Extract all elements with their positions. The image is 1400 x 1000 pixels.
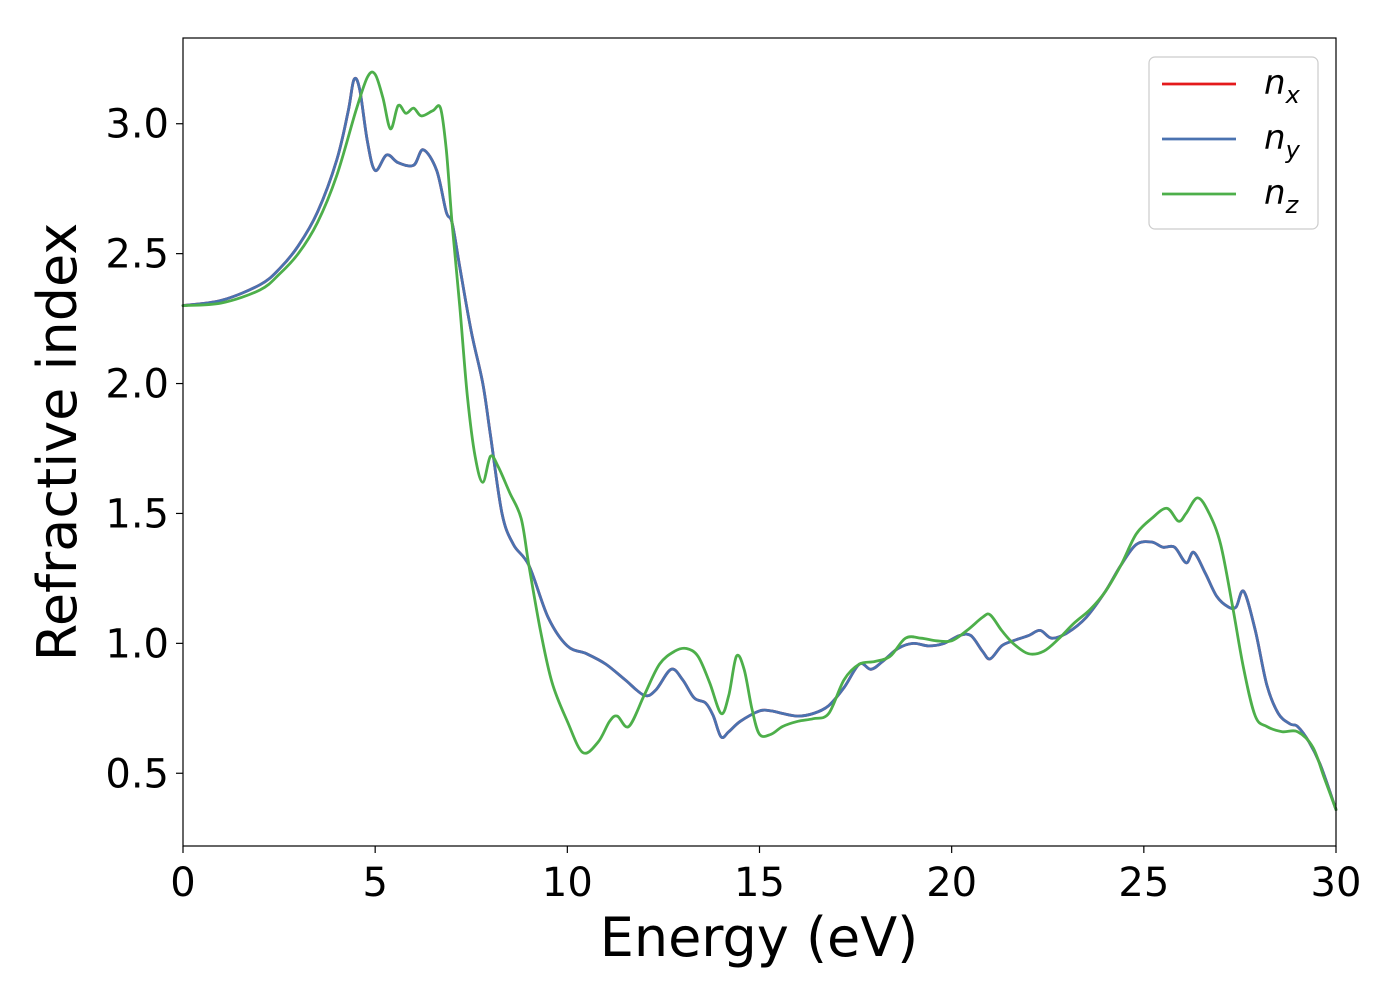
x-tick-label: 0 [170, 860, 195, 906]
series-layer [181, 70, 1338, 811]
y-tick-label: 2.5 [105, 232, 169, 278]
y-tick-label: 2.0 [105, 362, 169, 408]
x-axis-ticks: 0 5 10 15 20 25 30 [170, 846, 1361, 906]
legend-label-nx: nx [1264, 63, 1301, 109]
y-axis-ticks: 0.5 1.0 1.5 2.0 2.5 3.0 [105, 102, 183, 797]
y-axis-title: Refractive index [26, 223, 89, 662]
x-tick-label: 5 [362, 860, 387, 906]
y-tick-label: 0.5 [105, 751, 169, 797]
x-tick-label: 15 [734, 860, 785, 906]
x-tick-label: 25 [1118, 860, 1169, 906]
legend-label-ny: ny [1264, 118, 1301, 164]
y-tick-label: 1.0 [105, 621, 169, 667]
y-tick-label: 1.5 [105, 491, 169, 537]
x-axis-title: Energy (eV) [600, 906, 919, 969]
x-tick-label: 20 [926, 860, 977, 906]
legend-label-subscript: x [1285, 81, 1301, 109]
x-tick-label: 30 [1311, 860, 1362, 906]
y-tick-label: 3.0 [105, 102, 169, 148]
legend-label-subscript: y [1285, 136, 1301, 164]
series-line-ny [181, 76, 1338, 811]
legend-label-base: n [1264, 173, 1286, 213]
legend-label-subscript: z [1285, 191, 1300, 219]
legend-label-base: n [1264, 118, 1286, 158]
plot-area [181, 37, 1338, 847]
x-tick-label: 10 [542, 860, 593, 906]
legend-box [1148, 56, 1319, 230]
legend-label-base: n [1264, 63, 1286, 103]
series-line-nz [181, 70, 1338, 811]
legend-label-nz: nz [1264, 173, 1300, 219]
